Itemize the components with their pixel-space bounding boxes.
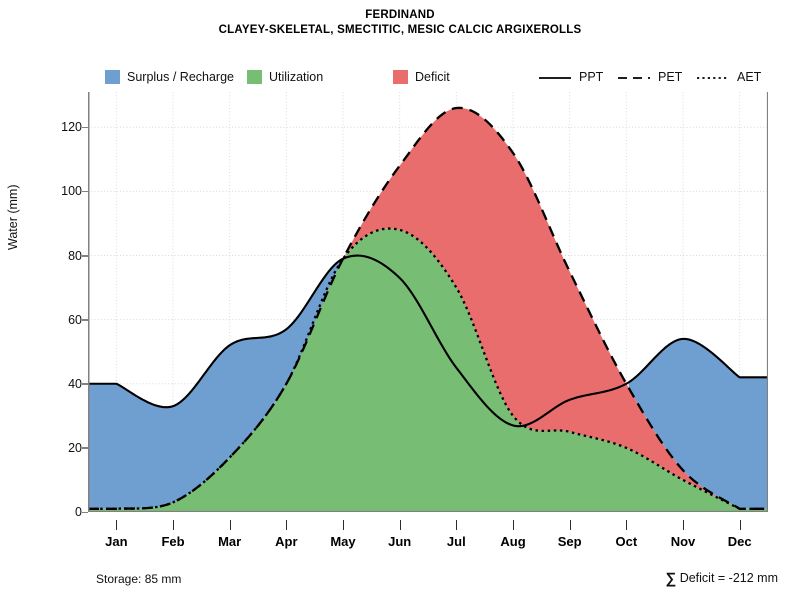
deficit-annotation: ∑ Deficit = -212 mm [666, 570, 778, 587]
storage-annotation: Storage: 85 mm [96, 572, 182, 586]
x-axis-tick-mark [399, 520, 401, 530]
x-axis-tick-dec: Dec [727, 534, 752, 549]
y-axis-tick-20: 20 [68, 440, 82, 455]
square-swatch-icon [247, 70, 262, 84]
sigma-icon: ∑ [665, 570, 677, 587]
y-axis-label: Water (mm) [6, 184, 20, 251]
legend-item-pet[interactable]: PET [617, 68, 682, 86]
y-axis-tick-mark [82, 383, 88, 385]
x-axis-tick-mar: Mar [218, 534, 242, 549]
x-axis-tick-mark [683, 520, 684, 530]
dotted-line-sample-icon [696, 71, 730, 83]
y-axis-tick-80: 80 [68, 248, 82, 263]
square-swatch-icon [105, 70, 120, 84]
legend-item-utilization[interactable]: Utilization [247, 68, 323, 86]
legend-label-aet: AET [737, 70, 762, 84]
y-axis-tick-100: 100 [61, 184, 82, 199]
surplus-area [88, 259, 341, 509]
x-axis-tick-nov: Nov [670, 534, 696, 549]
x-axis-tick-mark [343, 520, 344, 530]
series-line-pet [88, 106, 768, 510]
plot-area [88, 92, 768, 512]
x-axis-tick-mark [456, 520, 458, 530]
x-axis-tick-mark [173, 520, 174, 530]
x-axis-tick-sep: Sep [557, 534, 582, 549]
y-axis-tick-mark [82, 126, 88, 129]
utilization-area [88, 228, 768, 512]
y-axis-tick-mark [82, 190, 88, 193]
y-axis-tick-mark [82, 511, 88, 514]
chart-subtitle: CLAYEY-SKELETAL, SMECTITIC, MESIC CALCIC… [218, 24, 582, 36]
legend-label-surplus: Surplus / Recharge [127, 70, 235, 84]
square-swatch-icon [393, 70, 408, 84]
legend-item-surplus[interactable]: Surplus / Recharge [105, 68, 234, 86]
x-axis-tick-oct: Oct [615, 534, 638, 549]
x-axis-tick-mark [229, 520, 231, 530]
y-axis-tick-0: 0 [75, 505, 82, 519]
x-axis-tick-mark [569, 520, 571, 530]
y-axis-tick-mark [82, 255, 88, 257]
x-axis-tick-may: May [330, 534, 356, 549]
x-axis-tick-aug: Aug [500, 534, 526, 549]
legend-label-deficit: Deficit [415, 70, 450, 84]
dashed-line-sample-icon [617, 71, 651, 83]
y-axis-tick-mark [82, 319, 88, 321]
x-axis-tick-mark [626, 520, 628, 530]
y-axis-tick-mark [82, 447, 88, 449]
chart-legend: Surplus / Recharge Utilization Deficit P… [0, 68, 800, 86]
y-axis-tick-120: 120 [61, 120, 82, 135]
x-axis-tick-apr: Apr [275, 534, 298, 549]
plot-svg [88, 92, 768, 512]
y-axis-tick-40: 40 [68, 376, 82, 391]
y-axis-tick-60: 60 [68, 312, 82, 327]
series-line-ppt [88, 254, 768, 428]
deficit-annotation-text: Deficit = -212 mm [679, 571, 778, 585]
legend-item-deficit[interactable]: Deficit [393, 68, 450, 86]
legend-label-ppt: PPT [579, 70, 604, 84]
x-axis-tick-mark [286, 520, 288, 530]
x-axis-tick-mark [513, 520, 514, 530]
solid-line-sample-icon [538, 71, 572, 83]
series-line-aet [88, 227, 768, 510]
x-axis-tick-mark [116, 520, 118, 530]
x-axis-tick-jul: Jul [446, 534, 466, 549]
x-axis-tick-labels: Jan Feb Mar Apr May Jun Jul Aug Sep Oct Nov Dec [88, 512, 768, 558]
surplus-area [628, 338, 768, 509]
x-axis-tick-jan: Jan [105, 534, 128, 549]
page-title: FERDINAND [365, 9, 435, 21]
legend-label-utilization: Utilization [269, 70, 324, 84]
x-axis-tick-feb: Feb [161, 534, 185, 549]
chart-title-block: FERDINAND CLAYEY-SKELETAL, SMECTITIC, ME… [0, 8, 800, 38]
x-axis-tick-jun: Jun [388, 534, 412, 549]
legend-item-ppt[interactable]: PPT [538, 68, 603, 86]
x-axis-tick-mark [739, 520, 741, 530]
legend-label-pet: PET [658, 70, 683, 84]
y-axis-tick-labels: 0 20 40 60 80 100 120 [32, 92, 88, 518]
legend-item-aet[interactable]: AET [696, 68, 761, 86]
